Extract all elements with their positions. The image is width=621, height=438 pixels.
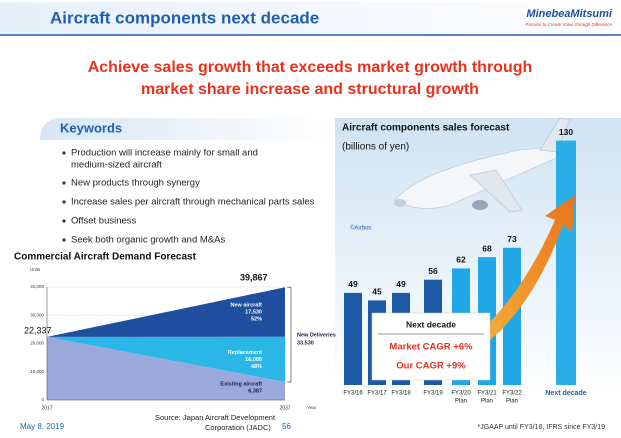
x-tick-label: FY3/16 [343, 391, 363, 397]
y-tick-label: 30,000 [30, 312, 44, 317]
x-tick-label: FY3/17 [367, 391, 387, 397]
area [47, 287, 285, 337]
plan-label: Plan [481, 399, 493, 405]
keywords-title: Keywords [60, 120, 122, 135]
bullet [62, 238, 66, 242]
headline: market share increase and structural gro… [141, 81, 479, 98]
keyword-item: New products through synergy [71, 178, 200, 189]
x-tick-label: 2037 [279, 405, 290, 411]
x-tick-label: Next decade [545, 390, 586, 397]
slide-title: Aircraft components next decade [50, 8, 319, 27]
value-label: 49 [348, 279, 358, 289]
bullet [62, 200, 66, 204]
segment-name: New aircraft [231, 302, 263, 308]
segment-value: 6,387 [248, 388, 262, 394]
inset-box [371, 312, 491, 381]
chart-title: Commercial Aircraft Demand Forecast [14, 252, 197, 263]
inset-title: Next decade [406, 319, 456, 329]
value-label: 73 [507, 234, 517, 244]
value-label: 62 [456, 255, 466, 265]
x-tick-label: FY3/22 [502, 391, 522, 397]
keyword-item: medium-sized aircraft [71, 160, 162, 171]
deliveries-value: 33,530 [297, 340, 314, 346]
segment-share: 48% [251, 364, 262, 370]
inset-market: Market CAGR +6% [389, 342, 473, 353]
source: Source: Japan Aircraft Development [155, 413, 276, 422]
bar [344, 292, 362, 385]
value-label: 45 [372, 287, 382, 297]
bullet [62, 219, 66, 223]
credit: ©Airbus [350, 225, 371, 232]
x-axis-label: Year [307, 405, 317, 410]
inset-ours: Our CAGR +9% [396, 361, 466, 372]
area [47, 336, 285, 400]
y-axis-label: Units [30, 267, 41, 272]
keyword-item: Production will increase mainly for smal… [71, 148, 258, 159]
y-tick-label: 0 [41, 397, 44, 402]
value-label: 68 [482, 243, 492, 253]
plan-label: Plan [455, 399, 467, 405]
segment-name: Replacement [228, 350, 262, 356]
logo: MinebeaMitsumi [526, 8, 613, 20]
footnote: *JGAAP until FY3/18, IFRS since FY3/19 [478, 424, 606, 431]
segment-share: 52% [251, 316, 262, 322]
keyword-list: Production will increase mainly for smal… [62, 148, 315, 246]
bar [556, 140, 576, 385]
source: Corporation (JADC) [205, 423, 271, 432]
bracket [287, 286, 292, 383]
keyword-item: Increase sales per aircraft through mech… [71, 197, 315, 208]
y-tick-label: 10,000 [30, 369, 44, 374]
x-tick-label: FY3/20 [451, 391, 471, 397]
x-tick-label: FY3/19 [423, 391, 443, 397]
area [47, 336, 285, 382]
x-tick-label: 2017 [41, 405, 52, 411]
headline: Achieve sales growth that exceeds market… [88, 59, 533, 76]
tagline: Passion to Create Value through Differen… [525, 22, 612, 27]
segment-value: 17,530 [245, 309, 262, 315]
chart-title: Aircraft components sales forecast [342, 123, 510, 134]
value-label: 130 [559, 127, 573, 137]
bullet [62, 181, 66, 185]
y-tick-label: 40,000 [30, 284, 44, 289]
deliveries-label: New Deliveries [297, 332, 336, 338]
segment-value: 16,000 [245, 357, 262, 363]
page-number: 56 [282, 422, 291, 431]
keyword-item: Offset business [71, 216, 137, 227]
value-label: 49 [396, 279, 406, 289]
airplane [394, 117, 571, 213]
header-band [0, 2, 621, 34]
chart-subtitle: (billions of yen) [342, 142, 409, 153]
segment-name: Existing aircraft [220, 381, 262, 387]
y-tick-label: 20,000 [30, 341, 44, 346]
x-tick-label: FY3/18 [391, 391, 411, 397]
plan-label: Plan [506, 399, 518, 405]
footer-date: May 8, 2019 [20, 422, 65, 431]
start-label: 22,337 [24, 325, 52, 335]
keywords-box [40, 118, 330, 140]
keyword-item: Seek both organic growth and M&As [71, 235, 225, 246]
value-label: 56 [428, 266, 438, 276]
bullet [62, 151, 66, 155]
x-tick-label: FY3/21 [477, 391, 497, 397]
total-label: 39,867 [240, 273, 268, 283]
